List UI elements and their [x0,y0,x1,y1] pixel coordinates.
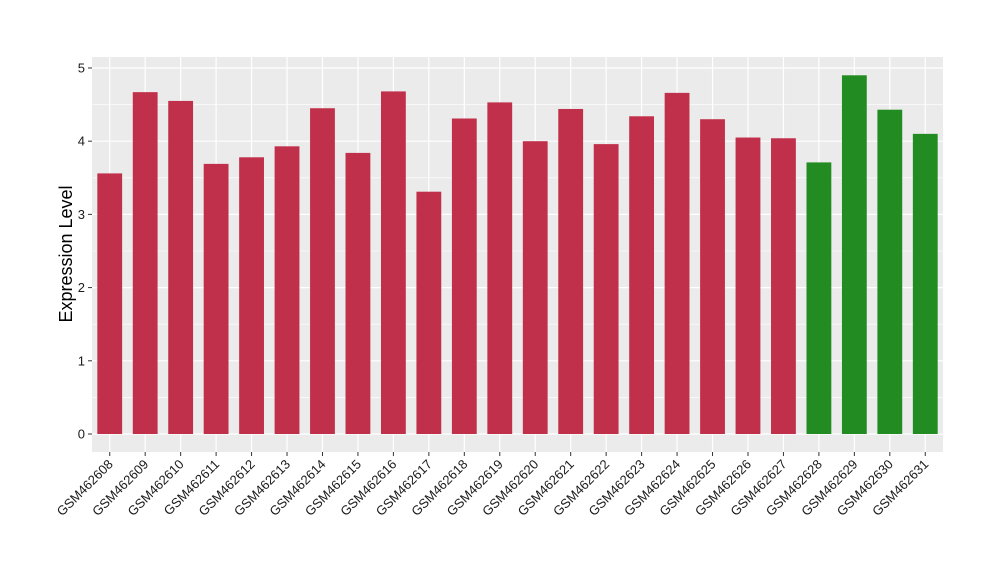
bars [97,75,938,435]
bar-GSM462623 [629,116,655,435]
bar-GSM462631 [912,133,938,434]
bar-GSM462616 [380,91,406,434]
y-axis-title: Expression Level [56,185,76,322]
y-tick-label: 1 [78,353,85,368]
bar-GSM462629 [841,75,867,435]
bar-GSM462625 [700,119,725,434]
y-tick-label: 4 [78,134,85,149]
bar-GSM462611 [203,163,229,434]
bar-GSM462626 [735,137,761,434]
bar-GSM462628 [806,162,832,435]
y-axis: 0 1 2 3 4 5 [78,60,92,442]
y-tick-label: 0 [78,427,85,442]
y-tick-label: 2 [78,280,85,295]
bar-GSM462617 [416,191,442,434]
x-axis: GSM462608GSM462609GSM462610GSM462611GSM4… [54,452,931,519]
bar-GSM462614 [310,108,335,434]
bar-GSM462620 [522,141,548,435]
bar-GSM462612 [239,157,264,435]
bar-GSM462608 [97,173,123,435]
bar-GSM462622 [593,144,619,435]
bar-GSM462619 [487,102,513,434]
y-tick-label: 5 [78,60,85,75]
bar-GSM462615 [345,152,371,434]
bar-GSM462630 [877,109,903,435]
bar-GSM462610 [168,100,194,434]
bar-GSM462613 [274,146,300,435]
bar-GSM462609 [132,92,158,434]
plot-panel [92,57,943,452]
y-tick-label: 3 [78,207,85,222]
bar-GSM462627 [771,138,796,434]
bar-GSM462624 [664,92,690,434]
bar-GSM462618 [451,118,477,434]
bar-GSM462621 [558,108,584,434]
